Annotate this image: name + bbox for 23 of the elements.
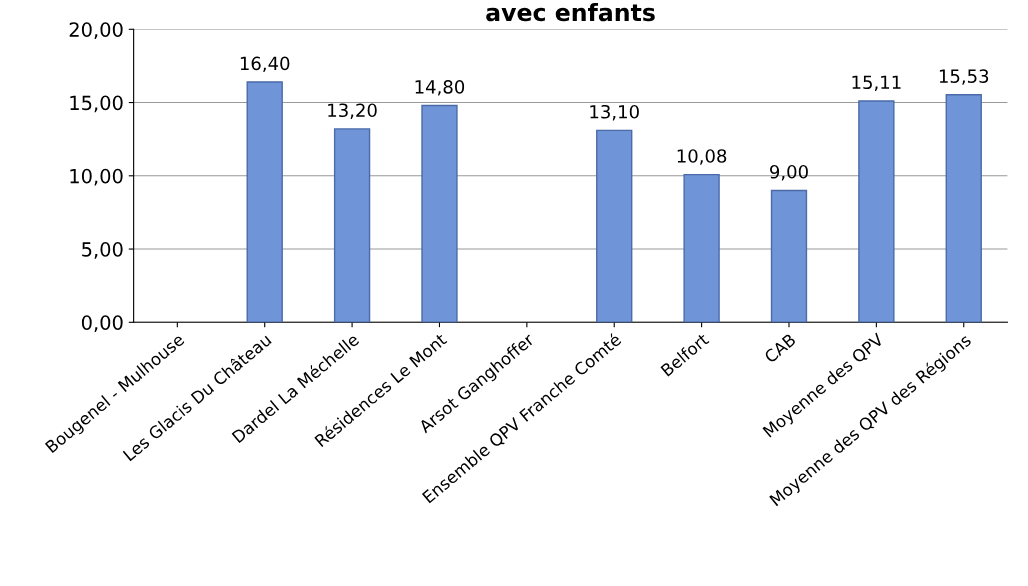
- bar: [596, 129, 633, 323]
- data-label: 13,10: [590, 104, 639, 121]
- data-label: 14,80: [415, 79, 465, 96]
- data-label: 16,40: [240, 56, 290, 73]
- x-tick-label: CAB: [763, 333, 797, 364]
- bar: [770, 189, 808, 323]
- bar: [421, 104, 458, 323]
- bar: [683, 173, 720, 323]
- data-label: 9,00: [770, 164, 808, 181]
- y-tick-label: 15,00: [70, 95, 123, 113]
- y-tick-label: 10,00: [70, 168, 123, 186]
- data-label: 15,53: [939, 69, 989, 85]
- y-tick-label: 20,00: [69, 22, 123, 39]
- data-label: 13,20: [328, 103, 377, 119]
- bar: [246, 81, 283, 323]
- bar: [333, 128, 371, 323]
- data-label: 15,11: [852, 75, 901, 91]
- bar: [945, 94, 982, 323]
- y-tick-label: 0,00: [81, 315, 123, 332]
- data-label: 10,08: [677, 149, 727, 165]
- y-tick-label: 5,00: [82, 242, 123, 259]
- bar: [858, 100, 895, 323]
- chart-title: avec enfants: [486, 3, 655, 22]
